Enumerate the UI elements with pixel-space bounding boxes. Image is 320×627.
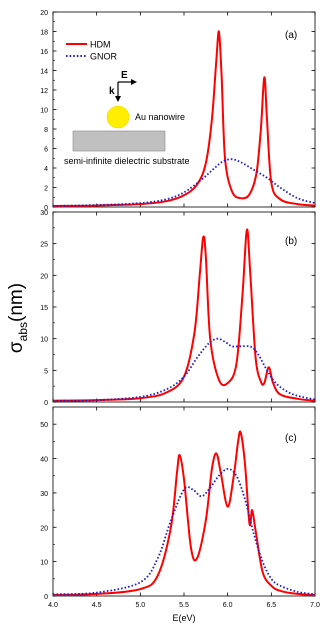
au-nanowire-label: Au nanowire: [135, 112, 185, 122]
y-tick-label: 4: [44, 166, 48, 173]
panel-label: (b): [285, 236, 297, 247]
y-tick-label: 10: [40, 108, 48, 115]
x-tick-label: 7.0: [310, 602, 320, 609]
y-tick-label: 50: [40, 422, 48, 429]
e-field-arrowhead: [131, 79, 137, 85]
legend-hdm-label: HDM: [90, 40, 111, 50]
e-field-label: E: [121, 70, 128, 81]
y-tick-label: 20: [40, 10, 48, 17]
legend-gnor-label: GNOR: [90, 52, 118, 62]
series-hdm-line: [53, 228, 315, 402]
y-tick-label: 0: [44, 594, 48, 601]
y-tick-label: 0: [44, 400, 48, 407]
panel-a-plot: 0 2 4 6 8 10 12 14 16 18 20: [40, 10, 316, 212]
y-tick-label: 5: [44, 368, 48, 375]
panel-c: 0 10 20 30 40 50 (c): [40, 406, 316, 601]
au-nanowire-particle: [106, 105, 130, 129]
x-tick-label: 5.0: [135, 602, 145, 609]
x-tick-label: 6.5: [266, 602, 276, 609]
y-tick-label: 14: [40, 69, 48, 76]
panel-b: 0 5 10 15 20 25 30 (b): [40, 210, 316, 407]
y-tick-label: 6: [44, 147, 48, 154]
y-tick-label: 20: [40, 273, 48, 280]
y-tick-label: 15: [40, 305, 48, 312]
k-vector-arrowhead: [115, 96, 121, 102]
y-axis-label: σabs(nm): [6, 283, 30, 353]
x-tick-label: 6.0: [223, 602, 233, 609]
series-gnor-line: [53, 337, 315, 402]
panel-label: (a): [285, 30, 297, 41]
x-tick-label: 5.5: [179, 602, 189, 609]
y-tick-label: 16: [40, 49, 48, 56]
y-tick-label: 12: [40, 88, 48, 95]
y-tick-label: 2: [44, 186, 48, 193]
y-tick-label: 0: [44, 205, 48, 212]
plot-frame: [52, 406, 316, 597]
y-tick-label: 40: [40, 457, 48, 464]
x-axis: 4.0 4.5 5.0 5.5 6.0 6.5 7.0: [48, 602, 320, 609]
substrate-label: semi-infinite dielectric substrate: [64, 156, 190, 166]
y-tick-label: 20: [40, 525, 48, 532]
panel-a: 0 2 4 6 8 10 12 14 16 18 20 (a) HDM GNOR E k Au na…: [40, 10, 316, 212]
series-hdm-line: [53, 30, 315, 207]
dielectric-substrate: [72, 130, 166, 152]
y-tick-label: 30: [40, 210, 48, 217]
x-tick-label: 4.0: [48, 602, 58, 609]
y-axis-label-main: σ: [6, 341, 27, 353]
y-axis-label-unit: (nm): [6, 283, 27, 322]
x-axis-label: E(eV): [172, 613, 195, 623]
y-tick-label: 30: [40, 491, 48, 498]
y-tick-label: 8: [44, 127, 48, 134]
y-tick-label: 10: [40, 560, 48, 567]
y-tick-label: 18: [40, 30, 48, 37]
panel-b-plot: 0 5 10 15 20 25 30: [40, 210, 316, 407]
y-axis-label-sub: abs: [16, 322, 30, 341]
series-gnor-line: [53, 467, 315, 596]
inset-schematic: E k Au nanowire semi-infinite dielectric…: [64, 70, 190, 166]
legend: HDM GNOR: [66, 40, 118, 62]
k-vector-label: k: [109, 86, 115, 97]
series-hdm-line: [53, 430, 315, 596]
series-gnor-line: [53, 158, 315, 207]
x-tick-label: 4.5: [92, 602, 102, 609]
y-tick-label: 10: [40, 337, 48, 344]
panel-c-plot: 0 10 20 30 40 50: [40, 406, 316, 601]
plot-frame: [52, 211, 316, 403]
panel-label: (c): [285, 433, 297, 444]
y-tick-label: 25: [40, 242, 48, 249]
